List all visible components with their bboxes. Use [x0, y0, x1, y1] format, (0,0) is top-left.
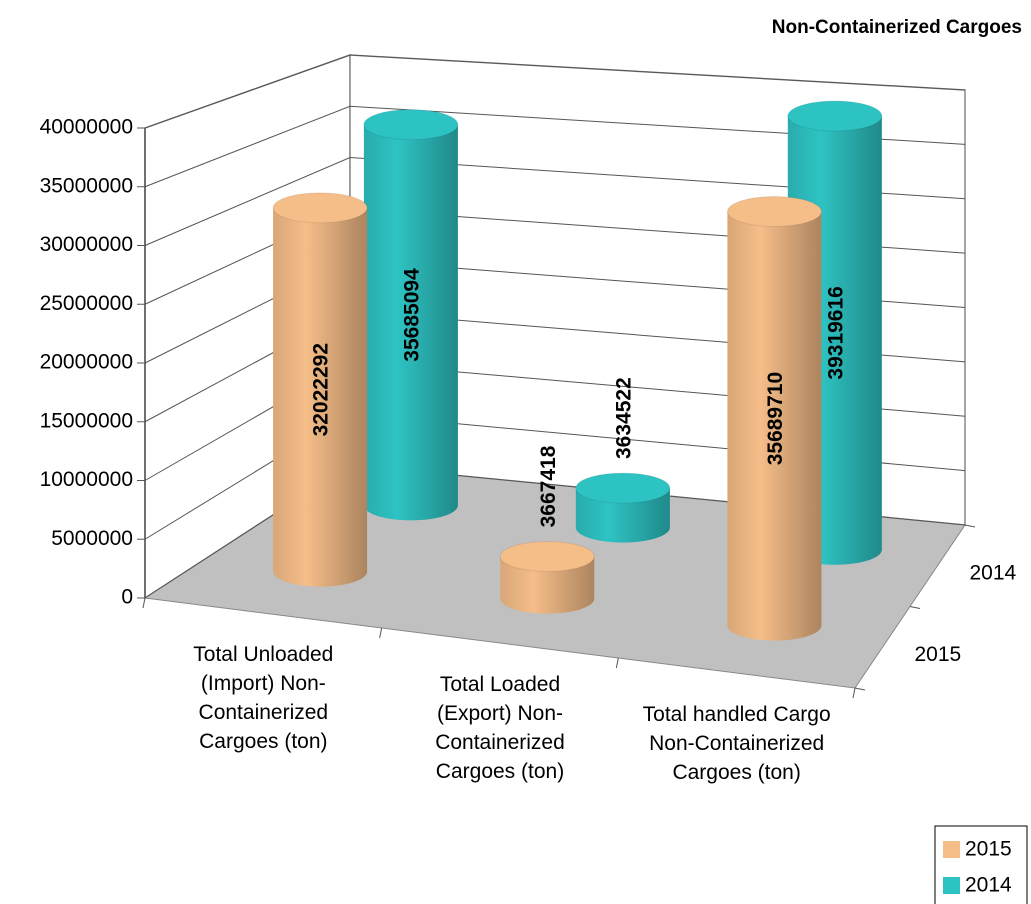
legend-label: 2014 — [965, 874, 1012, 897]
y-tick-label: 35000000 — [40, 174, 133, 197]
y-tick-label: 10000000 — [40, 468, 133, 491]
value-label: 3667418 — [537, 445, 560, 527]
cylinder-top — [363, 109, 459, 141]
cylinder-shade — [500, 556, 595, 614]
depth-tick — [909, 606, 921, 609]
y-tick-label: 25000000 — [40, 292, 133, 315]
y-tick-label: 40000000 — [40, 116, 133, 139]
value-label: 35689710 — [764, 372, 787, 465]
legend-swatch — [943, 877, 960, 894]
x-tick-label: Total Loaded (Export) Non-Containerized … — [435, 673, 565, 783]
x-tick — [142, 597, 146, 609]
cylinder-top — [499, 540, 595, 572]
cylinder-top — [787, 100, 883, 132]
x-tick-label: Total handled Cargo Non-Containerized Ca… — [642, 703, 831, 784]
legend-swatch — [943, 841, 960, 858]
value-label: 32022292 — [310, 343, 333, 436]
y-tick-label: 5000000 — [51, 527, 133, 550]
depth-tick — [964, 524, 976, 528]
x-tick-label: Total Unloaded (Import) Non-Containerize… — [193, 643, 334, 753]
x-tick — [615, 657, 619, 669]
value-label: 3634522 — [612, 377, 635, 459]
y-tick-label: 0 — [121, 586, 133, 609]
legend-label: 2015 — [965, 838, 1012, 861]
grid-line — [144, 105, 966, 188]
cylinder-shade — [363, 124, 458, 521]
depth-tick — [854, 687, 866, 691]
y-tick-label: 15000000 — [40, 409, 133, 432]
cylinder-shade — [273, 207, 368, 587]
x-tick — [379, 627, 383, 639]
depth-label: 2015 — [915, 643, 962, 666]
x-tick — [852, 687, 856, 699]
cylinder-top — [575, 472, 671, 504]
y-tick-label: 20000000 — [40, 351, 133, 374]
cylinder-top — [272, 192, 368, 224]
cylinder-shade — [575, 488, 670, 543]
depth-label: 2014 — [970, 561, 1017, 584]
grid-line — [144, 54, 966, 129]
value-label: 39319616 — [824, 286, 847, 379]
chart-title: Non-Containerized Cargoes — [772, 17, 1022, 38]
value-label: 35685094 — [400, 268, 423, 362]
cylinder-top — [726, 196, 822, 228]
grid-line — [144, 156, 966, 246]
cylinder-shade — [727, 211, 822, 641]
y-tick-label: 30000000 — [40, 233, 133, 256]
